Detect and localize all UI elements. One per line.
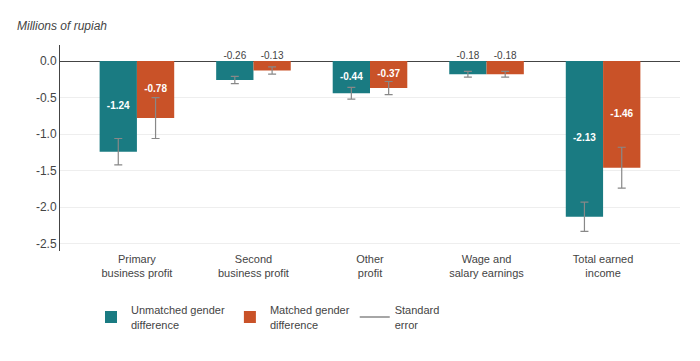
svg-text:-0.5: -0.5 [36, 91, 57, 105]
svg-text:-1.24: -1.24 [107, 100, 130, 111]
svg-text:Standarderror: Standarderror [395, 304, 440, 330]
svg-text:Unmatched genderdifference: Unmatched genderdifference [131, 304, 225, 330]
svg-text:Wage andsalary earnings: Wage andsalary earnings [449, 253, 524, 279]
svg-text:Secondbusiness profit: Secondbusiness profit [218, 253, 289, 279]
svg-text:0.0: 0.0 [40, 54, 57, 68]
svg-text:-0.78: -0.78 [144, 83, 167, 94]
svg-text:Otherprofit: Otherprofit [356, 253, 384, 279]
svg-text:Primarybusiness profit: Primarybusiness profit [101, 253, 172, 279]
svg-text:-2.5: -2.5 [36, 237, 57, 251]
svg-text:-2.0: -2.0 [36, 200, 57, 214]
svg-text:Millions of rupiah: Millions of rupiah [17, 19, 107, 33]
svg-text:-0.18: -0.18 [494, 50, 517, 61]
svg-text:-1.5: -1.5 [36, 164, 57, 178]
svg-text:-0.13: -0.13 [261, 50, 284, 61]
svg-text:Matched genderdifference: Matched genderdifference [270, 304, 350, 330]
svg-text:-0.44: -0.44 [340, 71, 363, 82]
svg-text:-1.0: -1.0 [36, 127, 57, 141]
svg-text:-0.26: -0.26 [223, 50, 246, 61]
svg-text:Total earnedincome: Total earnedincome [573, 253, 634, 279]
svg-text:-1.46: -1.46 [610, 108, 633, 119]
svg-text:-0.18: -0.18 [456, 50, 479, 61]
svg-text:-2.13: -2.13 [573, 132, 596, 143]
svg-text:-0.37: -0.37 [377, 68, 400, 79]
